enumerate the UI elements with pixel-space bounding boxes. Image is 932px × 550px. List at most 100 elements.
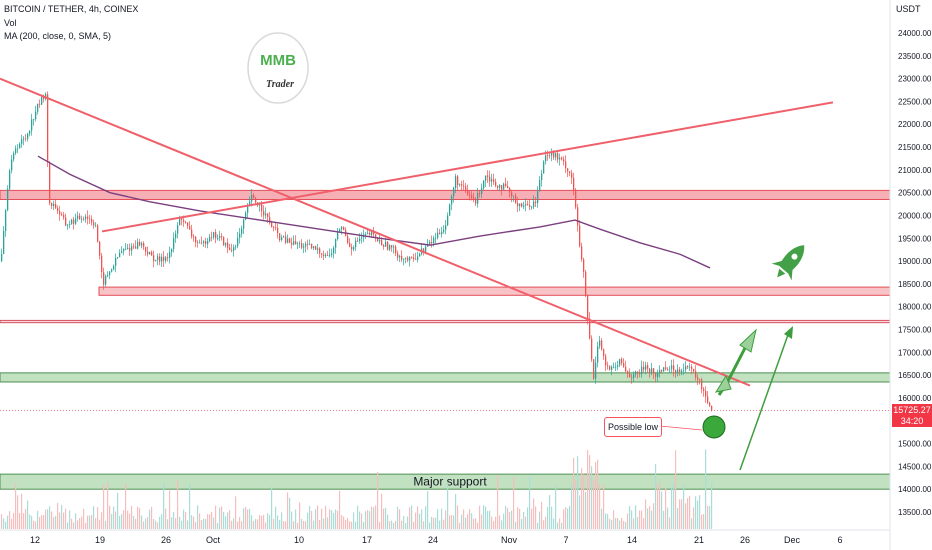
candle-body [661, 369, 663, 372]
candle-body [173, 238, 175, 249]
volume-bar [155, 520, 157, 529]
volume-bar [687, 498, 689, 529]
candle-body [481, 188, 483, 194]
candle-body [449, 204, 451, 216]
volume-bar [5, 521, 7, 529]
long-up-arrow [739, 331, 790, 471]
volume-bar [555, 485, 557, 529]
candle-body [635, 371, 637, 375]
volume-bar [629, 506, 631, 529]
volume-bar [323, 518, 325, 529]
candle-body [297, 243, 299, 245]
time-tick-label: 26 [161, 535, 171, 545]
volume-bar [503, 513, 505, 529]
price-tick-label: 15000.00 [898, 440, 932, 449]
candle-body [219, 235, 221, 239]
candle-body [611, 366, 613, 370]
candle-body [317, 248, 319, 250]
volume-bar [375, 505, 377, 529]
volume-bar [319, 519, 321, 529]
candle-body [651, 368, 653, 374]
candle-body [495, 181, 497, 186]
volume-bar [583, 474, 585, 529]
volume-bar [657, 485, 659, 529]
candle-body [309, 243, 311, 245]
candle-body [5, 210, 7, 231]
volume-bar [409, 507, 411, 529]
volume-bar [481, 514, 483, 529]
volume-bar [339, 490, 341, 529]
candle-body [139, 241, 141, 246]
volume-bar [145, 518, 147, 529]
candle-body [387, 241, 389, 250]
candle-body [155, 260, 157, 262]
volume-bar [23, 513, 25, 529]
volume-bar [413, 521, 415, 529]
logo-text-top: MMB [260, 52, 296, 69]
volume-bar [513, 477, 515, 529]
candle-body [397, 253, 399, 258]
volume-bar [639, 510, 641, 529]
candle-body [251, 195, 253, 202]
volume-bar [87, 515, 89, 529]
candle-body [293, 241, 295, 245]
candle-body [347, 236, 349, 243]
volume-bar [131, 505, 133, 529]
candle-body [379, 240, 381, 242]
candle-body [93, 222, 95, 226]
candle-body [133, 246, 135, 248]
candle-body [497, 185, 499, 188]
volume-bar [331, 510, 333, 529]
candle-body [623, 363, 625, 367]
candle-body [631, 377, 633, 378]
candle-body [105, 276, 107, 285]
candle-body [695, 371, 697, 378]
volume-bar [263, 514, 265, 529]
volume-bar [201, 520, 203, 529]
volume-bar [39, 517, 41, 529]
volume-bar [517, 507, 519, 529]
volume-bar [59, 512, 61, 529]
candle-body [255, 197, 257, 203]
candle-body [645, 365, 647, 370]
candle-body [607, 365, 609, 367]
candle-body [171, 248, 173, 253]
candle-body [667, 368, 669, 370]
volume-bar [355, 521, 357, 529]
candle-body [703, 389, 705, 391]
volume-bar [371, 506, 373, 529]
candle-body [39, 103, 41, 105]
volume-bar [707, 505, 709, 529]
volume-bar [449, 515, 451, 529]
volume-bar [189, 483, 191, 529]
candle-body [575, 190, 577, 208]
volume-bar [373, 507, 375, 529]
candle-body [463, 185, 465, 187]
volume-bar [297, 522, 299, 529]
candle-body [553, 152, 555, 158]
volume-bar [335, 509, 337, 529]
price-tick-label: 19500.00 [898, 234, 932, 243]
volume-bar [589, 455, 591, 529]
candle-body [423, 248, 425, 252]
volume-bar [617, 517, 619, 529]
candle-body [711, 405, 713, 411]
candle-body [25, 138, 27, 140]
volume-bar [389, 521, 391, 529]
candle-body [393, 246, 395, 248]
candle-body [643, 366, 645, 370]
volume-bar [351, 521, 353, 529]
candle-body [459, 184, 461, 186]
volume-bar [159, 516, 161, 529]
volume-bar [91, 514, 93, 529]
volume-bar [305, 521, 307, 529]
volume-bar [239, 517, 241, 529]
volume-bar [593, 479, 595, 529]
candle-body [159, 256, 161, 262]
candle-body [91, 219, 93, 223]
candle-body [447, 215, 449, 226]
candle-body [287, 238, 289, 243]
candle-body [689, 366, 691, 368]
volume-bar [163, 482, 165, 529]
